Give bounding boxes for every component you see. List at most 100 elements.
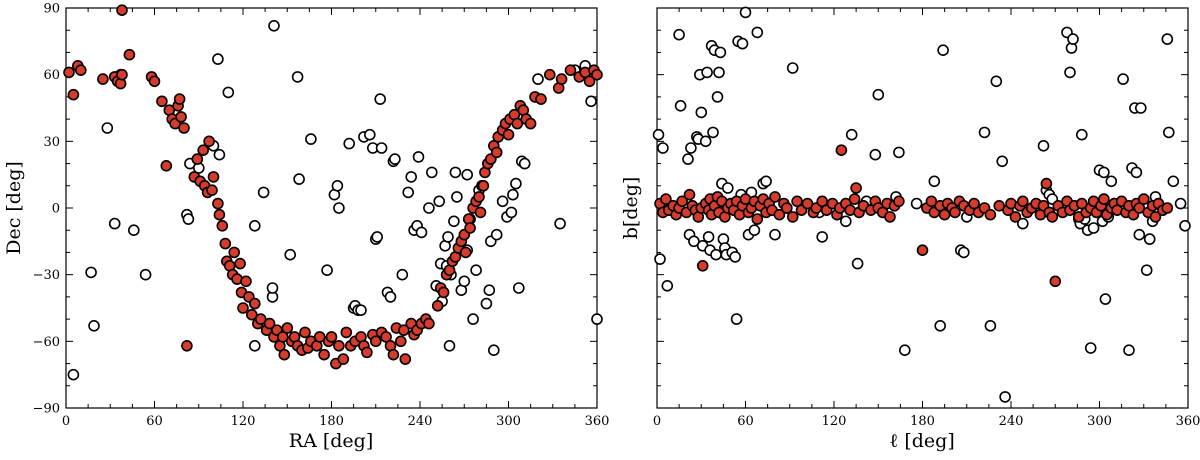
filled-point [387,348,400,361]
open-point [268,19,280,32]
y-tick-label: 90 [43,2,60,17]
open-point [751,26,764,39]
filled-point [993,200,1006,212]
l-axis-label: ℓ [deg] [889,430,955,452]
open-point [355,304,367,317]
filled-point [318,348,330,361]
filled-point [299,326,311,339]
filled-point [968,197,980,210]
ra-dec-points [63,4,603,381]
y-tick-label: −30 [33,268,60,283]
filled-point [206,184,218,196]
open-point [1099,293,1112,305]
x-tick-label: 360 [1176,414,1200,429]
filled-point [502,128,515,141]
open-point [67,368,80,381]
open-point [291,71,304,83]
l-tick-labels: 0 60 120 180 240 300 360 [653,414,1200,429]
open-point [467,313,479,325]
filled-point [369,335,382,348]
open-point [934,319,947,332]
filled-point [938,208,951,221]
open-point [699,135,712,148]
filled-point [1098,193,1110,205]
open-point [496,195,509,208]
filled-point [216,220,229,232]
filled-point [1009,211,1022,223]
filled-point [116,4,128,16]
open-point [1174,197,1187,210]
filled-point [156,95,168,108]
open-point [458,275,471,288]
filled-point [660,193,672,205]
open-point [333,202,345,214]
filled-point [397,324,410,337]
x-tick-label: 300 [496,414,521,429]
filled-point [212,197,224,210]
open-point [257,186,270,199]
filled-point [67,88,80,101]
dec-axis-label: Dec [deg] [3,161,25,255]
ra-dec-plot-frame [65,7,598,409]
open-point [661,279,674,292]
open-point [1105,175,1118,188]
filled-point [237,302,249,314]
open-point [88,319,100,332]
open-point [128,224,140,236]
open-point [990,75,1003,88]
open-point [448,215,460,228]
filled-point [263,317,276,330]
open-point [343,137,356,150]
ra-axis-label: RA [deg] [289,430,373,452]
galactic-panel: 0 60 120 180 240 300 360 ℓ [deg] b[deg] [620,6,1200,452]
open-point [101,122,114,134]
filled-point [543,68,556,81]
open-point [532,73,544,85]
open-point [893,146,905,159]
filled-point [337,353,350,365]
open-point [721,182,734,194]
filled-point [219,237,232,250]
filled-point [773,208,786,221]
filled-point [916,244,929,256]
open-point [682,153,694,165]
open-point [480,297,493,310]
filled-point [535,93,547,105]
filled-point [181,339,193,352]
filled-point [254,313,267,325]
filled-point [63,66,75,79]
filled-point [423,317,435,330]
open-point [266,282,279,294]
filled-point [278,348,291,361]
filled-point [431,299,444,312]
open-point [331,180,344,192]
x-tick-label: 120 [822,414,847,429]
open-point [1087,222,1100,234]
open-point [769,228,781,241]
ra-dec-ticks [65,7,598,409]
filled-point [1138,193,1150,205]
filled-point [246,308,258,321]
filled-point [207,171,220,183]
filled-point [786,211,799,223]
filled-point [340,326,353,339]
galactic-ticks [656,7,1189,409]
open-point [1117,73,1129,85]
open-point [1098,166,1110,179]
filled-point [1133,202,1146,214]
open-point [978,126,991,139]
open-point [363,128,376,141]
open-point [182,213,195,225]
filled-point [361,346,373,359]
open-point [490,228,503,241]
filled-point [191,153,204,165]
filled-point [399,353,412,365]
filled-point [1046,211,1059,223]
open-point [1064,66,1076,79]
filled-point [564,64,577,76]
open-point [729,251,742,263]
open-point [423,202,435,214]
open-point [999,391,1011,403]
open-point [293,173,305,185]
open-point [425,166,438,179]
